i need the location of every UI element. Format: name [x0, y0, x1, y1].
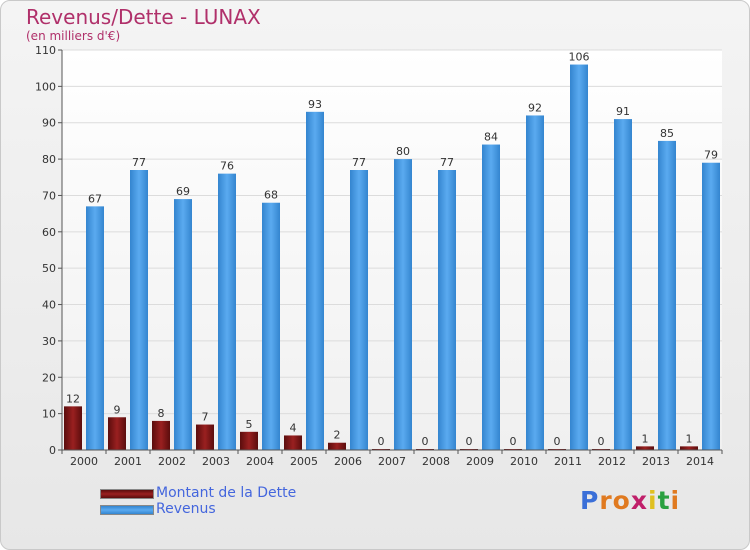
y-tick-label: 90 — [42, 117, 56, 130]
bar-debt — [152, 420, 170, 450]
proxiti-logo: Proxiti — [580, 486, 680, 515]
data-label-revenue: 77 — [352, 156, 366, 169]
data-label-revenue: 91 — [616, 105, 630, 118]
bar-debt — [328, 442, 346, 450]
data-label-debt: 7 — [202, 411, 209, 424]
legend-swatch-debt — [100, 489, 154, 499]
data-label-revenue: 93 — [308, 98, 322, 111]
legend-label-revenue: Revenus — [156, 501, 216, 517]
bar-debt — [64, 406, 82, 450]
bar-debt — [108, 417, 126, 450]
chart-title: Revenus/Dette - LUNAX — [26, 5, 261, 29]
x-tick-label: 2007 — [378, 455, 406, 468]
data-label-debt: 2 — [334, 429, 341, 442]
x-tick-label: 2011 — [554, 455, 582, 468]
plot-area — [62, 50, 722, 450]
y-tick-label: 80 — [42, 153, 56, 166]
logo-letter: r — [599, 486, 613, 515]
y-tick-label: 110 — [35, 44, 56, 57]
x-tick-label: 2012 — [598, 455, 626, 468]
bar-revenue — [130, 170, 148, 450]
y-tick-label: 0 — [49, 444, 56, 457]
y-tick-label: 60 — [42, 226, 56, 239]
data-label-debt: 4 — [290, 421, 297, 434]
bar-debt — [636, 446, 654, 450]
legend-swatch-revenue — [100, 505, 154, 515]
logo-letter: t — [657, 486, 671, 515]
bar-debt — [240, 431, 258, 450]
bar-revenue — [262, 202, 280, 450]
bar-revenue — [482, 144, 500, 450]
bar-revenue — [86, 206, 104, 450]
x-tick-label: 2014 — [686, 455, 714, 468]
data-label-revenue: 77 — [440, 156, 454, 169]
data-label-debt: 0 — [598, 435, 605, 448]
data-label-revenue: 68 — [264, 189, 278, 202]
data-label-revenue: 67 — [88, 192, 102, 205]
chart-subtitle: (en milliers d'€) — [26, 29, 121, 43]
data-label-revenue: 106 — [569, 51, 590, 64]
data-label-debt: 0 — [466, 435, 473, 448]
x-tick-label: 2002 — [158, 455, 186, 468]
x-tick-label: 2009 — [466, 455, 494, 468]
y-tick-label: 100 — [35, 80, 56, 93]
x-tick-label: 2006 — [334, 455, 362, 468]
bar-debt — [284, 435, 302, 450]
bar-debt — [196, 424, 214, 450]
x-tick-label: 2003 — [202, 455, 230, 468]
data-label-revenue: 85 — [660, 127, 674, 140]
data-label-revenue: 77 — [132, 156, 146, 169]
y-tick-label: 20 — [42, 371, 56, 384]
y-tick-label: 40 — [42, 299, 56, 312]
x-tick-label: 2004 — [246, 455, 274, 468]
x-tick-label: 2001 — [114, 455, 142, 468]
data-label-debt: 12 — [66, 392, 80, 405]
data-label-revenue: 79 — [704, 149, 718, 162]
logo-letter: x — [630, 486, 648, 515]
bar-revenue — [306, 111, 324, 451]
bar-revenue — [174, 199, 192, 450]
bar-revenue — [350, 170, 368, 450]
y-tick-label: 70 — [42, 189, 56, 202]
data-label-debt: 0 — [554, 435, 561, 448]
y-tick-label: 50 — [42, 262, 56, 275]
data-label-revenue: 69 — [176, 185, 190, 198]
data-label-revenue: 76 — [220, 160, 234, 173]
bar-revenue — [394, 159, 412, 450]
legend-label-debt: Montant de la Dette — [156, 485, 297, 501]
data-label-debt: 8 — [158, 407, 165, 420]
logo-letter: o — [612, 486, 631, 515]
bar-revenue — [658, 140, 676, 450]
bar-revenue — [570, 64, 588, 450]
logo-letter: i — [670, 486, 681, 515]
bar-revenue — [614, 119, 632, 450]
data-label-debt: 5 — [246, 418, 253, 431]
data-label-debt: 0 — [510, 435, 517, 448]
data-label-debt: 1 — [642, 432, 649, 445]
x-tick-label: 2005 — [290, 455, 318, 468]
bar-revenue — [526, 115, 544, 451]
data-label-revenue: 84 — [484, 131, 498, 144]
bar-revenue — [702, 162, 720, 450]
data-label-debt: 9 — [114, 403, 121, 416]
x-tick-label: 2000 — [70, 455, 98, 468]
x-tick-label: 2013 — [642, 455, 670, 468]
y-tick-label: 30 — [42, 335, 56, 348]
bar-revenue — [438, 170, 456, 450]
y-tick-label: 10 — [42, 408, 56, 421]
logo-letter: P — [580, 486, 600, 515]
x-tick-label: 2010 — [510, 455, 538, 468]
data-label-revenue: 80 — [396, 145, 410, 158]
data-label-debt: 1 — [686, 432, 693, 445]
data-label-debt: 0 — [378, 435, 385, 448]
bar-debt — [680, 446, 698, 450]
logo-letter: i — [648, 486, 658, 515]
data-label-revenue: 92 — [528, 101, 542, 114]
x-tick-label: 2008 — [422, 455, 450, 468]
bar-revenue — [218, 173, 236, 451]
data-label-debt: 0 — [422, 435, 429, 448]
